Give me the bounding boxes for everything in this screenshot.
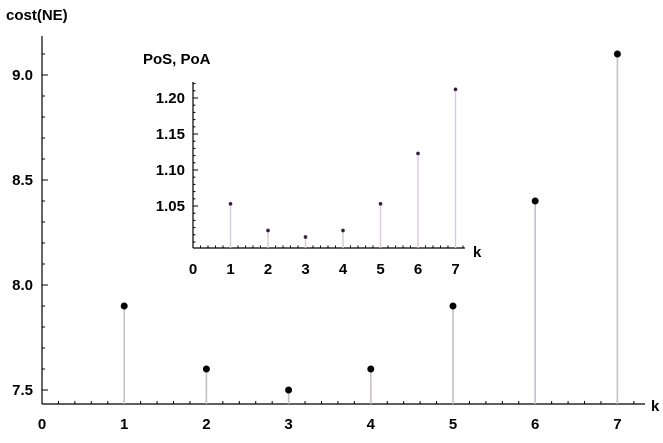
y-tick-label: 1.15	[156, 126, 185, 143]
data-point	[453, 87, 458, 92]
y-tick-label: 1.20	[156, 90, 185, 107]
x-tick-label: 3	[284, 416, 292, 433]
data-point	[378, 202, 383, 206]
data-point	[416, 151, 420, 156]
data-point	[367, 365, 375, 373]
y-tick-label: 8.5	[12, 172, 33, 189]
x-tick-label: 7	[613, 416, 621, 433]
y-tick-label: 1.10	[156, 162, 185, 179]
x-tick-label: 5	[376, 261, 384, 278]
y-tick-label: 8.0	[12, 277, 33, 294]
y-tick-label: 7.5	[12, 382, 33, 399]
x-tick-label: 4	[367, 416, 376, 433]
data-point	[202, 365, 210, 373]
data-point	[449, 302, 457, 310]
x-tick-label: 2	[202, 416, 210, 433]
data-point	[303, 235, 308, 239]
x-tick-label: 7	[451, 261, 459, 278]
inset-background	[133, 46, 485, 280]
data-point	[341, 228, 345, 233]
main-plot: 7.5 8.0 8.5 9.0 0 1 2 3 4 5 6 7 cost(NE) k	[6, 7, 660, 433]
x-axis-label: k	[651, 398, 660, 415]
data-point	[266, 228, 270, 233]
x-tick-label: 2	[264, 261, 272, 278]
inset-plot: 1.05 1.10 1.15 1.20 0 1 2 3 4 5 6 7 PoS, PoA k	[133, 46, 485, 280]
data-point	[120, 302, 128, 310]
y-axis-label: cost(NE)	[6, 7, 68, 24]
y-tick-label: 1.05	[156, 198, 185, 215]
x-tick-label: 0	[189, 261, 197, 278]
data-point	[228, 202, 233, 206]
x-axis-label: k	[473, 244, 482, 261]
y-tick-label: 9.0	[12, 67, 33, 84]
y-axis-label: PoS, PoA	[143, 51, 211, 68]
x-tick-label: 1	[120, 416, 128, 433]
x-tick-label: 6	[531, 416, 539, 433]
x-tick-label: 0	[38, 416, 46, 433]
x-tick-label: 5	[449, 416, 457, 433]
x-tick-label: 3	[301, 261, 309, 278]
data-point	[613, 50, 621, 58]
x-tick-label: 6	[414, 261, 422, 278]
x-tick-label: 1	[226, 261, 234, 278]
data-point	[285, 386, 293, 394]
x-tick-label: 4	[339, 261, 348, 278]
data-point	[531, 197, 539, 205]
